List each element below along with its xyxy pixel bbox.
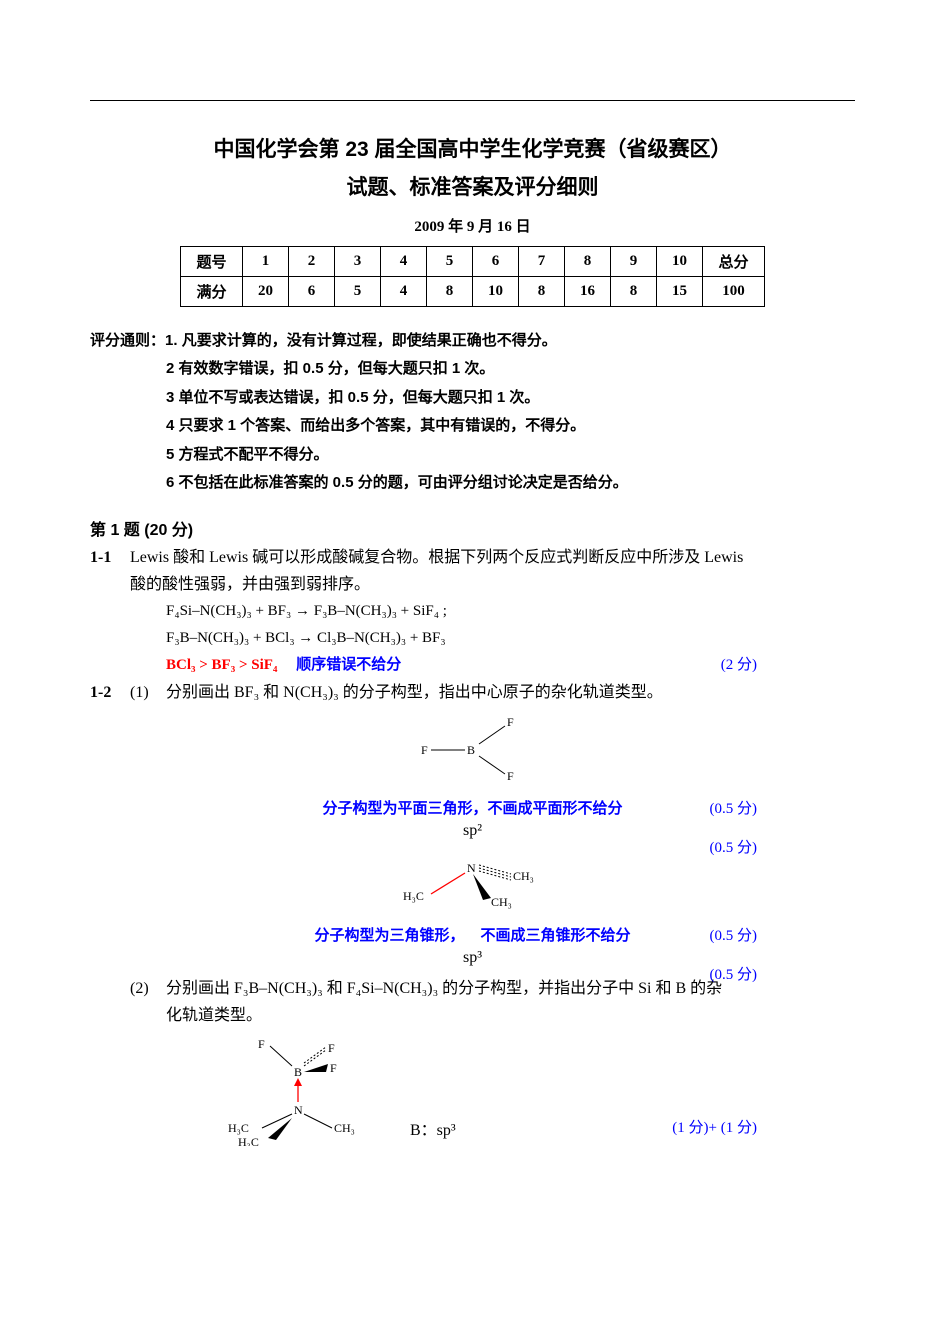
svg-text:N: N <box>294 1103 303 1117</box>
points: (0.5 分) <box>710 797 758 818</box>
svg-text:F: F <box>258 1037 265 1051</box>
svg-text:B: B <box>294 1065 302 1079</box>
hybrid-label: B：sp³ <box>410 1116 456 1140</box>
rule-item: 3 单位不写或表达错误，扣 0.5 分，但每大题只扣 1 次。 <box>90 384 855 413</box>
svg-text:H₃C: H₃C <box>228 1121 249 1135</box>
svg-text:H₃C: H₃C <box>403 889 424 903</box>
subsubq-num: (1) <box>130 679 166 706</box>
caption-blue: 分子构型为三角锥形， <box>314 928 464 944</box>
cell: 8 <box>519 276 565 306</box>
cell: 8 <box>427 276 473 306</box>
caption-blue: 不画成三角锥形不给分 <box>481 928 631 944</box>
table-row: 题号 1 2 3 4 5 6 7 8 9 10 总分 <box>181 246 765 276</box>
text: 化轨道类型。 <box>166 1007 262 1024</box>
total-head: 总分 <box>703 246 765 276</box>
nch3-diagram: H₃C N CH₃ CH₃ <box>90 856 855 916</box>
text: Lewis 酸和 Lewis 碱可以形成酸碱复合物。根据下列两个反应式判断反应中… <box>130 549 743 566</box>
hybrid-label: sp³ <box>463 949 482 966</box>
bf3-diagram: F B F F <box>90 714 855 789</box>
col-head: 1 <box>243 246 289 276</box>
points: (1 分)+ (1 分) <box>672 1116 757 1137</box>
rule-item: 6 不包括在此标准答案的 0.5 分的题，可由评分组讨论决定是否给分。 <box>90 469 855 498</box>
cell: 5 <box>335 276 381 306</box>
col-head: 9 <box>611 246 657 276</box>
rule-item: 5 方程式不配平不得分。 <box>90 441 855 470</box>
points: (2 分) <box>721 652 757 679</box>
col-head: 2 <box>289 246 335 276</box>
subq-num: 1-1 <box>90 544 130 571</box>
svg-text:N: N <box>467 861 476 875</box>
col-head: 10 <box>657 246 703 276</box>
col-head: 4 <box>381 246 427 276</box>
hybrid-label: sp² <box>463 822 482 839</box>
subq-text: Lewis 酸和 Lewis 碱可以形成酸碱复合物。根据下列两个反应式判断反应中… <box>130 544 855 598</box>
svg-text:CH₃: CH₃ <box>491 895 512 909</box>
col-head: 5 <box>427 246 473 276</box>
svg-text:CH₃: CH₃ <box>334 1121 355 1135</box>
rule-item: 2 有效数字错误，扣 0.5 分，但每大题只扣 1 次。 <box>90 355 855 384</box>
subq-num: 1-2 <box>90 679 130 706</box>
col-head: 7 <box>519 246 565 276</box>
svg-text:F: F <box>507 715 514 729</box>
rule-item: 4 只要求 1 个答案、而给出多个答案，其中有错误的，不得分。 <box>90 412 855 441</box>
rules-block: 评分通则： 1. 凡要求计算的，没有计算过程，即使结果正确也不得分。 2 有效数… <box>90 327 855 498</box>
row-head: 满分 <box>181 276 243 306</box>
cell: 16 <box>565 276 611 306</box>
svg-text:CH₃: CH₃ <box>513 869 534 883</box>
cell: 20 <box>243 276 289 306</box>
svg-text:B: B <box>467 743 475 757</box>
text: 分别画出 F₃B–N(CH₃)₃ 和 F₄Si–N(CH₃)₃ 的分子构型，并指… <box>166 980 722 997</box>
col-head: 3 <box>335 246 381 276</box>
equation: F₃B–N(CH₃)₃ + BCl₃ → Cl₃B–N(CH₃)₃ + BF₃ <box>90 625 855 652</box>
rule-item: 1. 凡要求计算的，没有计算过程，即使结果正确也不得分。 <box>165 327 557 356</box>
score-table: 题号 1 2 3 4 5 6 7 8 9 10 总分 满分 20 6 5 4 8… <box>180 246 765 307</box>
title-line-2: 试题、标准答案及评分细则 <box>90 169 855 207</box>
equation: F₄Si–N(CH₃)₃ + BF₃ → F₃B–N(CH₃)₃ + SiF₄ … <box>90 598 855 625</box>
points: (0.5 分) <box>710 924 758 945</box>
caption-blue: 分子构型为平面三角形，不画成平面形不给分 <box>322 801 622 817</box>
cell: 8 <box>611 276 657 306</box>
col-head: 6 <box>473 246 519 276</box>
cell: 6 <box>289 276 335 306</box>
subsubq-num: (2) <box>130 975 166 1002</box>
points: (0.5 分) <box>710 836 758 857</box>
svg-text:F: F <box>328 1041 335 1055</box>
row-head: 题号 <box>181 246 243 276</box>
svg-text:F: F <box>330 1061 337 1075</box>
note-blue: 顺序错误不给分 <box>296 657 401 673</box>
svg-text:F: F <box>507 769 514 783</box>
cell: 4 <box>381 276 427 306</box>
table-row: 满分 20 6 5 4 8 10 8 16 8 15 100 <box>181 276 765 306</box>
answer-red: BCl₃ > BF₃ > SiF₄ <box>166 657 277 673</box>
subq-text: 分别画出 BF₃ 和 N(CH₃)₃ 的分子构型，指出中心原子的杂化轨道类型。 <box>166 679 855 706</box>
f3b-nch3-diagram: B F F F N H₃C H₃C CH₃ B：sp³ (1 分)+ (1 分) <box>90 1036 855 1151</box>
q1-head: 第 1 题 (20 分) <box>90 516 855 540</box>
col-head: 8 <box>565 246 611 276</box>
top-rule <box>90 100 855 101</box>
svg-text:F: F <box>421 743 428 757</box>
svg-text:H₃C: H₃C <box>238 1135 259 1146</box>
date-line: 2009 年 9 月 16 日 <box>90 215 855 236</box>
cell: 10 <box>473 276 519 306</box>
points: (0.5 分) <box>710 963 758 984</box>
total-cell: 100 <box>703 276 765 306</box>
cell: 15 <box>657 276 703 306</box>
text: 酸的酸性强弱，并由强到弱排序。 <box>130 576 370 593</box>
rules-head: 评分通则： <box>90 327 165 356</box>
title-line-1: 中国化学会第 23 届全国高中学生化学竞赛（省级赛区） <box>90 131 855 169</box>
